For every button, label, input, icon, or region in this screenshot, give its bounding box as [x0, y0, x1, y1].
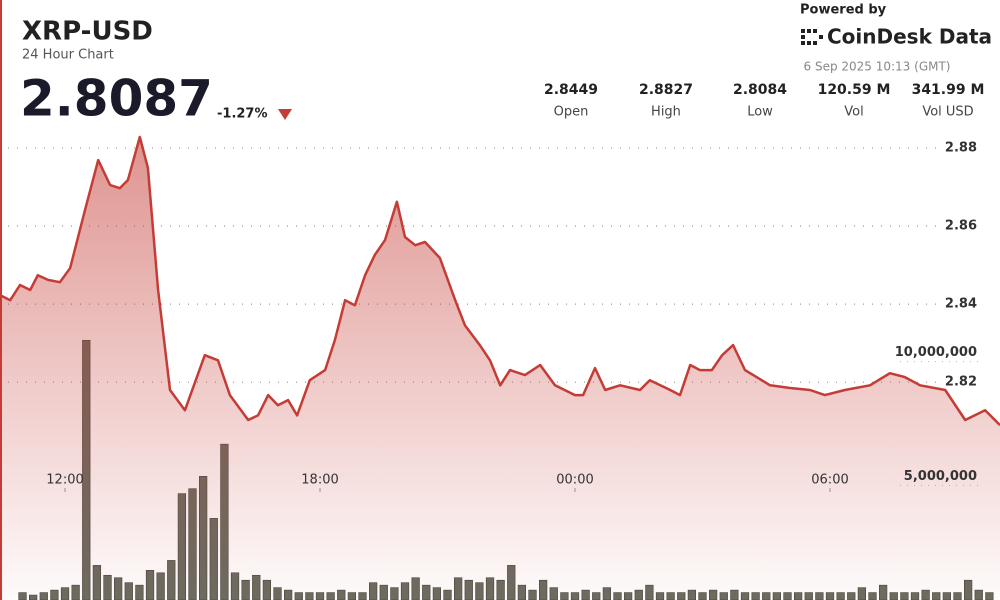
stat-value: 120.59 M [818, 82, 891, 98]
change: -1.27% [217, 107, 268, 122]
stat-value: 341.99 M [912, 82, 985, 98]
timestamp: 6 Sep 2025 10:13 (GMT) [804, 60, 951, 74]
brand: CoinDesk Data [827, 25, 992, 49]
stat-value: 2.8827 [639, 82, 693, 98]
y2-tick-label: 5,000,000 [904, 469, 977, 484]
stat-value: 2.8084 [733, 82, 787, 98]
price: 2.8087 [20, 70, 213, 128]
x-tick-label: 18:00 [301, 473, 338, 488]
price-line [0, 135, 1000, 600]
x-tick-label: 12:00 [46, 473, 83, 488]
x-tick-label: 06:00 [811, 473, 848, 488]
stat-label: High [651, 105, 681, 120]
stat-label: Open [554, 105, 589, 120]
stat-label: Vol [844, 105, 863, 120]
y-tick-label: 2.82 [945, 375, 977, 390]
stats: 2.8449 Open 2.8827 High 2.8084 Low 120.59 M Vol… [544, 82, 984, 120]
price-line [0, 135, 1000, 426]
down-arrow [278, 109, 292, 120]
plot-area: 2.82 2.84 2.86 2.88 5,000,000 10,000,000 12:00… [0, 135, 1000, 600]
price-area [0, 137, 1000, 600]
title: XRP-USD [22, 17, 153, 47]
subtitle: 24 Hour Chart [22, 48, 114, 63]
y-tick-label: 2.86 [945, 219, 977, 234]
stat-label: Low [747, 105, 773, 120]
stat-label: Vol USD [922, 105, 973, 120]
y2-tick-label: 10,000,000 [895, 345, 977, 360]
tick-labels: 2.82 2.84 2.86 2.88 5,000,000 10,000,000 12:00… [46, 140, 977, 487]
y-tick-label: 2.88 [945, 140, 977, 155]
powered-by: Powered by [800, 3, 887, 18]
y-tick-label: 2.84 [945, 297, 977, 312]
brand-logo [801, 29, 823, 45]
stat-value: 2.8449 [544, 82, 598, 98]
x-tick-label: 00:00 [556, 473, 593, 488]
